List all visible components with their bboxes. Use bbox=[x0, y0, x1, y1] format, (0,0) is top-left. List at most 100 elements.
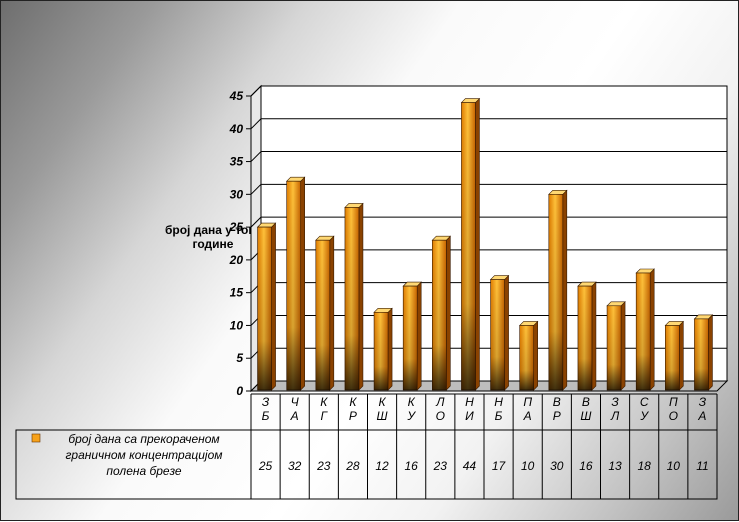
category-label: Н bbox=[465, 395, 474, 409]
bar bbox=[344, 202, 364, 391]
category-label: У bbox=[406, 409, 416, 423]
bar-shade bbox=[257, 227, 272, 390]
bar-shade bbox=[344, 207, 359, 390]
bar bbox=[693, 314, 714, 391]
category-label: Н bbox=[494, 395, 503, 409]
y-tick-label: 10 bbox=[230, 318, 244, 332]
data-value-label: 16 bbox=[579, 459, 593, 473]
y-tick-label: 20 bbox=[229, 253, 244, 267]
bar-side bbox=[533, 320, 538, 391]
category-label: Л bbox=[435, 395, 445, 409]
bar-shade bbox=[490, 279, 505, 390]
bar bbox=[635, 268, 655, 391]
category-label: З bbox=[611, 395, 619, 409]
category-label: А bbox=[697, 409, 706, 423]
bar-side bbox=[649, 268, 655, 391]
y-tick-label: 40 bbox=[229, 122, 244, 136]
legend-label: број дана са прекораченом bbox=[68, 432, 219, 446]
data-value-label: 44 bbox=[463, 459, 477, 473]
bar-shade bbox=[286, 181, 301, 390]
bar-shade bbox=[461, 102, 476, 391]
data-value-label: 13 bbox=[608, 459, 622, 473]
bar-side bbox=[620, 301, 626, 391]
bar-shade bbox=[694, 318, 709, 390]
category-label: Ч bbox=[291, 395, 300, 409]
data-value-label: 11 bbox=[696, 459, 708, 473]
category-label: Р bbox=[553, 409, 561, 423]
data-value-label: 10 bbox=[667, 459, 681, 473]
bar-shade bbox=[577, 286, 592, 390]
category-label: К bbox=[379, 395, 387, 409]
category-label: Б bbox=[262, 409, 270, 423]
category-label: С bbox=[640, 395, 649, 409]
bar bbox=[489, 274, 510, 391]
bar-side bbox=[358, 202, 364, 391]
y-axis-label: број дана у току године bbox=[164, 223, 262, 251]
bar-shade bbox=[374, 312, 389, 390]
category-label: Б bbox=[495, 409, 503, 423]
data-value-label: 17 bbox=[492, 459, 507, 473]
bar bbox=[664, 320, 685, 391]
bar bbox=[548, 189, 568, 391]
category-label: К bbox=[320, 395, 328, 409]
data-value-label: 23 bbox=[316, 459, 331, 473]
category-label: В bbox=[582, 395, 590, 409]
bar bbox=[460, 97, 481, 391]
bar bbox=[256, 222, 277, 391]
category-label: Ш bbox=[580, 409, 592, 423]
category-label: К bbox=[349, 395, 357, 409]
gridline-side bbox=[250, 151, 262, 162]
category-label: А bbox=[290, 409, 299, 423]
category-label: У bbox=[639, 409, 649, 423]
bar-side bbox=[591, 281, 597, 391]
bar bbox=[518, 320, 539, 391]
category-label: В bbox=[553, 395, 561, 409]
bar-shade bbox=[315, 240, 330, 390]
bar-side bbox=[446, 235, 451, 391]
bar-side bbox=[300, 176, 305, 391]
category-label: Ш bbox=[377, 409, 389, 423]
bar-side bbox=[708, 314, 713, 391]
data-value-label: 30 bbox=[550, 459, 564, 473]
bar-side bbox=[416, 281, 422, 391]
legend-label: полена брезе bbox=[106, 464, 181, 478]
bar-side bbox=[329, 235, 335, 391]
category-label: П bbox=[523, 395, 532, 409]
bar bbox=[606, 301, 626, 391]
category-label: Л bbox=[610, 409, 620, 423]
bar-side bbox=[271, 222, 276, 391]
bar-side bbox=[475, 97, 480, 391]
bar-shade bbox=[519, 325, 534, 390]
category-label: И bbox=[465, 409, 474, 423]
category-label: Р bbox=[349, 409, 357, 423]
bar-shade bbox=[432, 240, 447, 390]
data-value-label: 32 bbox=[288, 459, 302, 473]
bar-shade bbox=[607, 305, 622, 390]
category-label: К bbox=[408, 395, 416, 409]
y-tick-label: 25 bbox=[229, 220, 244, 234]
category-label: А bbox=[523, 409, 532, 423]
gridline-side bbox=[250, 118, 262, 130]
y-tick-label: 5 bbox=[236, 351, 243, 365]
category-label: З bbox=[262, 395, 270, 409]
bar bbox=[373, 307, 393, 391]
bar-side bbox=[562, 189, 568, 391]
data-value-label: 28 bbox=[345, 459, 360, 473]
bar bbox=[431, 235, 452, 391]
gridline-side bbox=[250, 85, 262, 97]
bar-shade bbox=[636, 273, 651, 390]
data-value-label: 25 bbox=[258, 459, 273, 473]
y-tick-label: 35 bbox=[230, 155, 244, 169]
data-value-label: 23 bbox=[433, 459, 448, 473]
gridline-side bbox=[250, 183, 262, 195]
bar bbox=[402, 281, 422, 391]
data-value-label: 16 bbox=[405, 459, 419, 473]
category-label: О bbox=[436, 409, 445, 423]
bar-shade bbox=[665, 325, 680, 390]
y-tick-label: 15 bbox=[230, 286, 244, 300]
y-tick-label: 0 bbox=[236, 384, 243, 398]
data-value-label: 18 bbox=[638, 459, 652, 473]
bar-shade bbox=[548, 194, 563, 390]
